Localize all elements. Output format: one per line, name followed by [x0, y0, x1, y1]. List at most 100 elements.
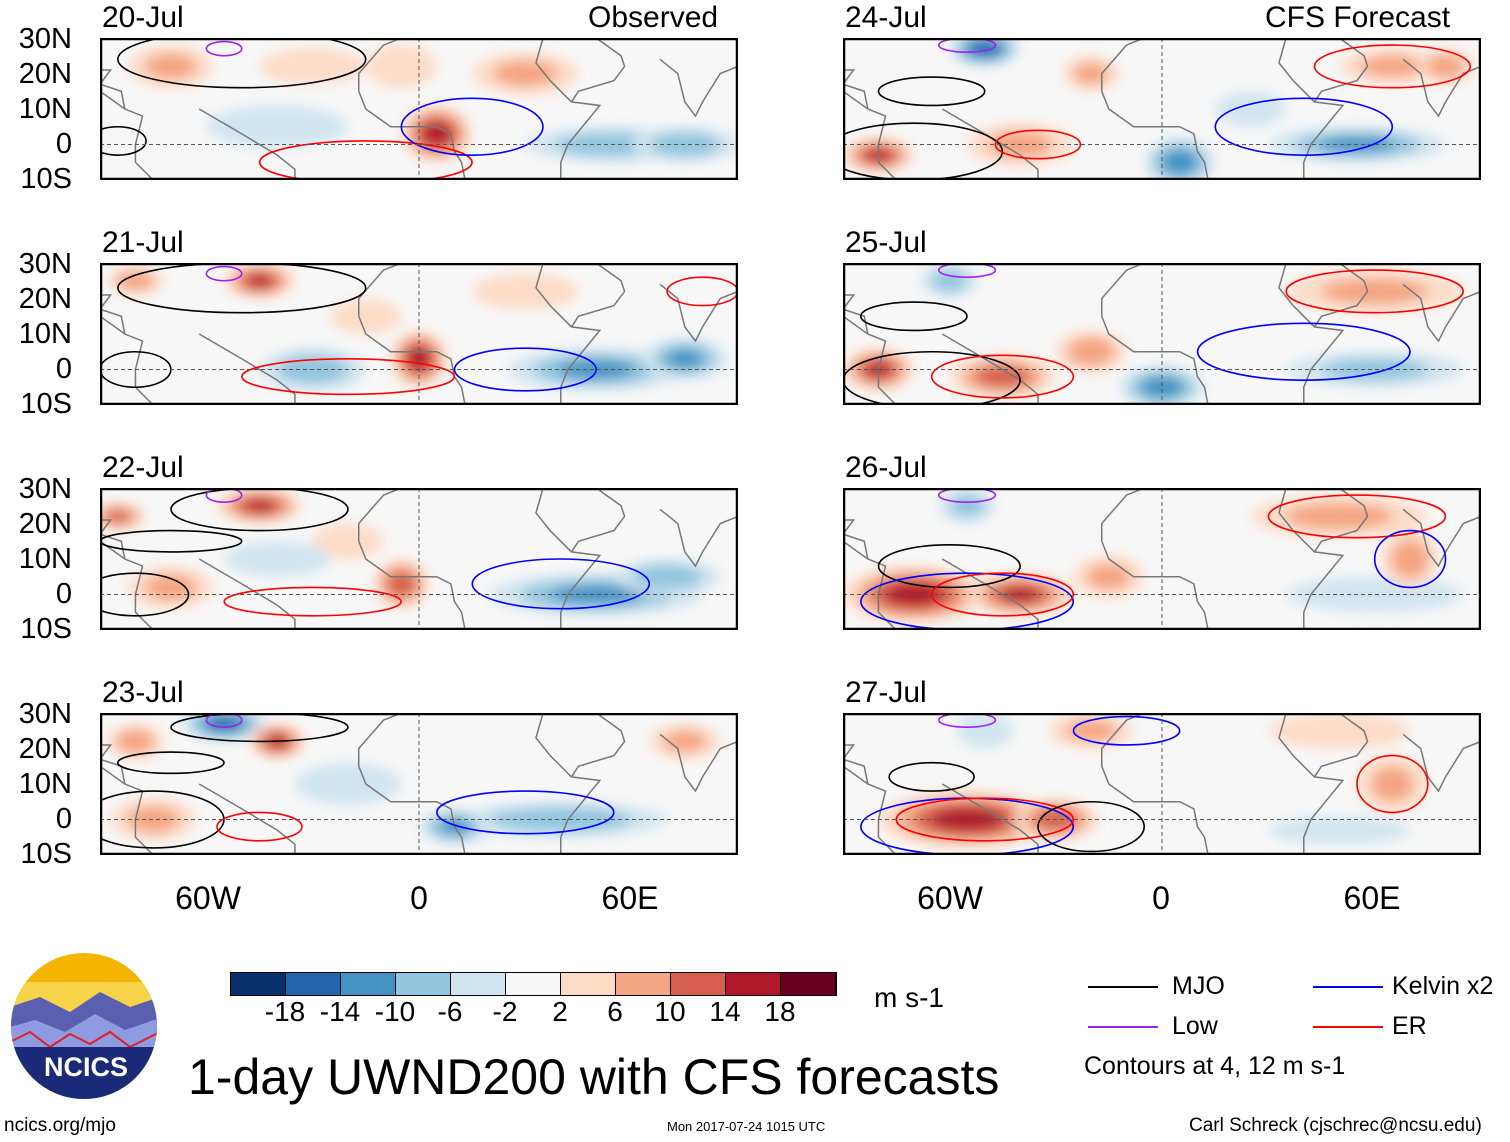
panel-frame [100, 263, 738, 405]
legend-line-low [1088, 1026, 1158, 1028]
map-panel-20-Jul [100, 38, 738, 180]
colorbar-swatch [616, 973, 671, 995]
wind-anomaly-shade [224, 541, 331, 577]
filter-contour [170, 713, 349, 743]
coastline [1101, 540, 1209, 630]
coastline [1278, 38, 1345, 180]
wind-anomaly-shade [330, 298, 402, 334]
legend-label-er: ER [1392, 1012, 1427, 1040]
map-panel-23-Jul [100, 713, 738, 855]
lat-label: 30N [18, 23, 72, 55]
map-panel-27-Jul [843, 713, 1481, 855]
filter-contour [930, 354, 1075, 399]
wind-anomaly-shade [387, 571, 416, 597]
lat-label: 0 [55, 578, 72, 610]
coastline [1101, 90, 1209, 180]
filter-contour [877, 76, 986, 107]
coastline [357, 488, 402, 542]
forecast-header: CFS Forecast [1265, 1, 1451, 34]
colorbar-tick-label: -6 [437, 996, 463, 1027]
filter-contour [1214, 97, 1394, 156]
coastline [358, 315, 466, 405]
coastline [1313, 713, 1369, 778]
coastline [570, 263, 626, 328]
wind-anomaly-shade [950, 495, 985, 517]
filter-contour [1072, 715, 1181, 746]
coastline [843, 765, 897, 855]
colorbar-tick-label: -14 [319, 996, 361, 1027]
footer-url[interactable]: ncics.org/mjo [4, 1115, 116, 1136]
coastline [1278, 488, 1345, 630]
legend-label-kelvin: Kelvin x2 [1392, 972, 1494, 1000]
coastline [659, 733, 738, 793]
colorbar-tick-label: 14 [709, 996, 741, 1027]
panel-frame [843, 38, 1481, 180]
coastline [535, 713, 602, 855]
panel-frame [843, 713, 1481, 855]
coastline [1402, 733, 1481, 793]
filter-contour [116, 751, 225, 775]
lat-label: 0 [55, 803, 72, 835]
filter-contour [241, 358, 456, 396]
wind-anomaly-shade [932, 270, 967, 292]
coastline [1313, 263, 1369, 328]
map-panel-25-Jul [843, 263, 1481, 405]
lat-label: 30N [18, 248, 72, 280]
coastline [358, 765, 466, 855]
wind-anomaly-shade [259, 48, 366, 85]
coastline [100, 90, 154, 180]
legend-label-mjo: MJO [1172, 972, 1225, 1000]
panel-frame [843, 263, 1481, 405]
coastline [1101, 315, 1209, 405]
wind-anomaly-shade [1391, 540, 1429, 578]
filter-contour [937, 263, 997, 278]
panel-frame [100, 38, 738, 180]
coastline [198, 783, 296, 855]
coastline [659, 508, 738, 568]
coastline [357, 38, 402, 92]
filter-contour [471, 558, 651, 610]
coastline [1402, 283, 1481, 343]
colorbar-swatch [726, 973, 781, 995]
coastline [100, 519, 126, 560]
lat-label: 20N [18, 508, 72, 540]
lat-label: 10S [20, 613, 72, 645]
wind-anomaly-shade [312, 523, 384, 559]
wind-anomaly-shade [1426, 54, 1465, 79]
colorbar-swatch [286, 973, 341, 995]
colorbar-tick-label: -10 [374, 996, 416, 1027]
panel-date: 21-Jul [102, 226, 184, 259]
filter-contour [1313, 44, 1472, 89]
figure-title: 1-day UWND200 with CFS forecasts [188, 1049, 1000, 1105]
filter-contour [859, 301, 968, 332]
contour-note: Contours at 4, 12 m s-1 [1084, 1052, 1346, 1080]
legend-line-er [1313, 1026, 1383, 1028]
colorbar-tick-label: -2 [492, 996, 518, 1027]
coastline [1100, 38, 1145, 92]
logo-text: NCICS [44, 1052, 128, 1082]
panel-date: 27-Jul [845, 676, 927, 709]
wind-anomaly-shade [365, 45, 437, 88]
coastline [100, 69, 126, 110]
ncics-logo: NCICS [11, 953, 157, 1099]
colorbar-swatch [781, 973, 836, 995]
coastline [843, 90, 897, 180]
wind-anomaly-shade [1215, 91, 1287, 127]
panel-date: 23-Jul [102, 676, 184, 709]
colorbar [230, 972, 837, 996]
lon-label-left-0: 0 [410, 880, 428, 916]
filter-contour [100, 572, 190, 617]
coastline [570, 488, 626, 553]
coastline [843, 315, 897, 405]
lat-label: 10N [18, 543, 72, 575]
wind-anomaly-shade [247, 274, 272, 287]
coastline [843, 294, 869, 335]
coastline [843, 69, 869, 110]
filter-contour [453, 347, 597, 392]
map-panel-24-Jul [843, 38, 1481, 180]
lon-label-right-60e: 60E [1343, 880, 1401, 916]
lat-label: 0 [55, 353, 72, 385]
wind-anomaly-shade [422, 122, 451, 146]
filter-contour [205, 265, 243, 282]
filter-contour [895, 797, 1075, 842]
